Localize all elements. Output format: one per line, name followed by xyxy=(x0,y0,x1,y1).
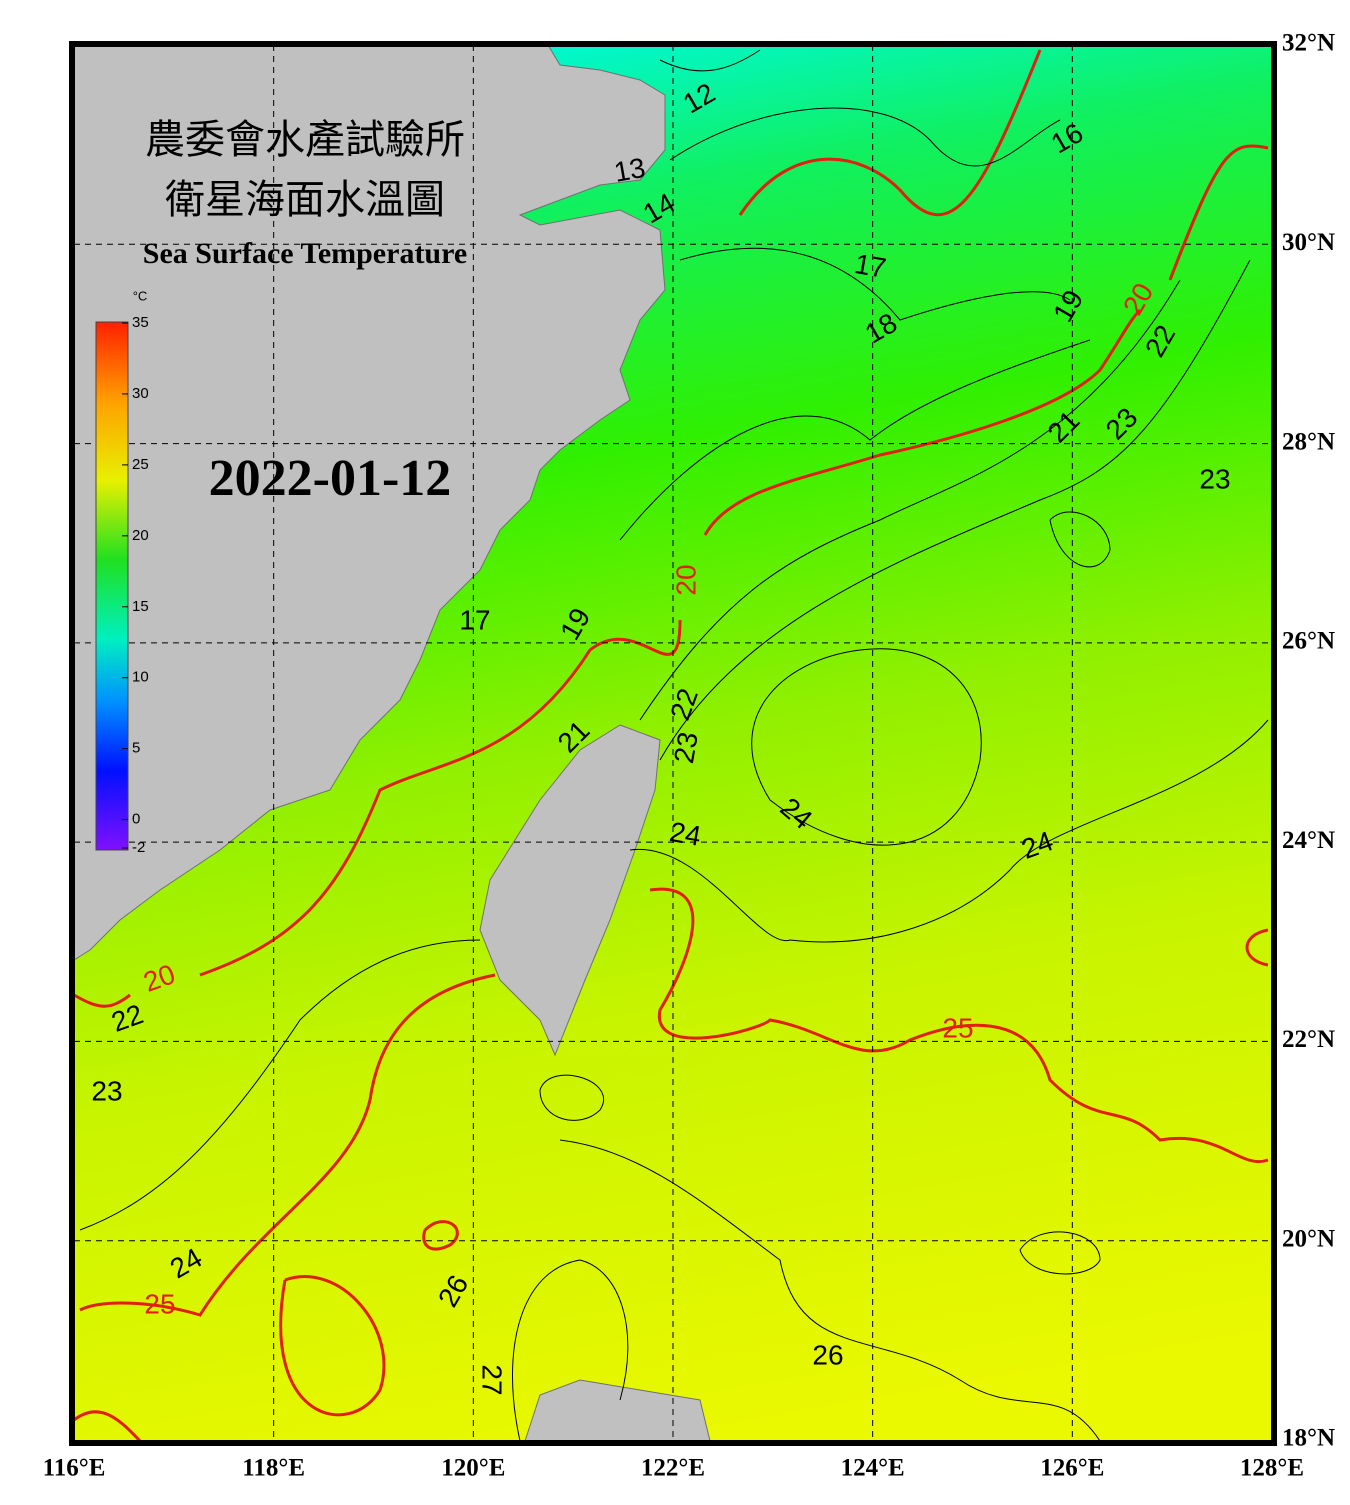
colorbar-tick-label: 5 xyxy=(132,740,140,757)
y-tick-label: 28°N xyxy=(1282,428,1335,455)
contour-label: 23 xyxy=(91,1075,122,1106)
contour-label: 26 xyxy=(812,1339,843,1370)
y-tick-label: 26°N xyxy=(1282,628,1335,655)
colorbar-tick-label: 25 xyxy=(132,456,149,473)
x-tick-label: 124°E xyxy=(841,1455,905,1482)
x-tick-label: 120°E xyxy=(441,1455,505,1482)
y-tick-label: 18°N xyxy=(1282,1425,1335,1452)
red-contours xyxy=(73,49,1269,1443)
x-tick-label: 128°E xyxy=(1240,1455,1304,1482)
x-tick-label: 122°E xyxy=(641,1455,705,1482)
x-tick-label: 126°E xyxy=(1040,1455,1104,1482)
x-tick-label: 118°E xyxy=(242,1455,305,1482)
title-line-2: 衛星海面水溫圖 xyxy=(165,177,445,223)
colorbar-tick-label: 20 xyxy=(132,527,149,544)
contour-label: 24 xyxy=(667,816,703,852)
date: 2022-01-12 xyxy=(209,450,452,507)
contour-label: 17 xyxy=(459,604,490,635)
colorbar-tick-label: -2 xyxy=(132,839,145,856)
y-tick-label: 20°N xyxy=(1282,1225,1335,1252)
y-tick-label: 24°N xyxy=(1282,827,1335,854)
x-tick-label: 116°E xyxy=(43,1455,106,1482)
y-tick-label: 30°N xyxy=(1282,229,1335,256)
contour-label: 27 xyxy=(477,1364,508,1395)
contour-label: 23 xyxy=(668,730,704,766)
contour-label: 20 xyxy=(670,564,701,595)
contour-label: 23 xyxy=(1199,463,1230,494)
colorbar xyxy=(95,321,129,851)
contour-label: 17 xyxy=(852,248,888,284)
contour-label: 25 xyxy=(942,1012,973,1043)
map-frame xyxy=(69,41,1277,1446)
colorbar-tick-label: 0 xyxy=(132,811,140,828)
black-contours xyxy=(79,49,1269,1442)
y-tick-label: 32°N xyxy=(1282,30,1335,57)
colorbar-unit: °C xyxy=(133,288,148,303)
y-tick-label: 22°N xyxy=(1282,1026,1335,1053)
colorbar-tick-label: 30 xyxy=(132,385,149,402)
contour-label: 13 xyxy=(612,152,648,188)
land-china xyxy=(73,44,666,961)
title-line-1: 農委會水產試驗所 xyxy=(145,117,465,163)
title-english: Sea Surface Temperature xyxy=(143,237,467,270)
land-taiwan xyxy=(479,724,661,1057)
colorbar-tick-label: 35 xyxy=(132,314,149,331)
colorbar-tick-label: 10 xyxy=(132,669,149,686)
colorbar-tick-label: 15 xyxy=(132,598,149,615)
contour-label: 25 xyxy=(144,1288,175,1319)
